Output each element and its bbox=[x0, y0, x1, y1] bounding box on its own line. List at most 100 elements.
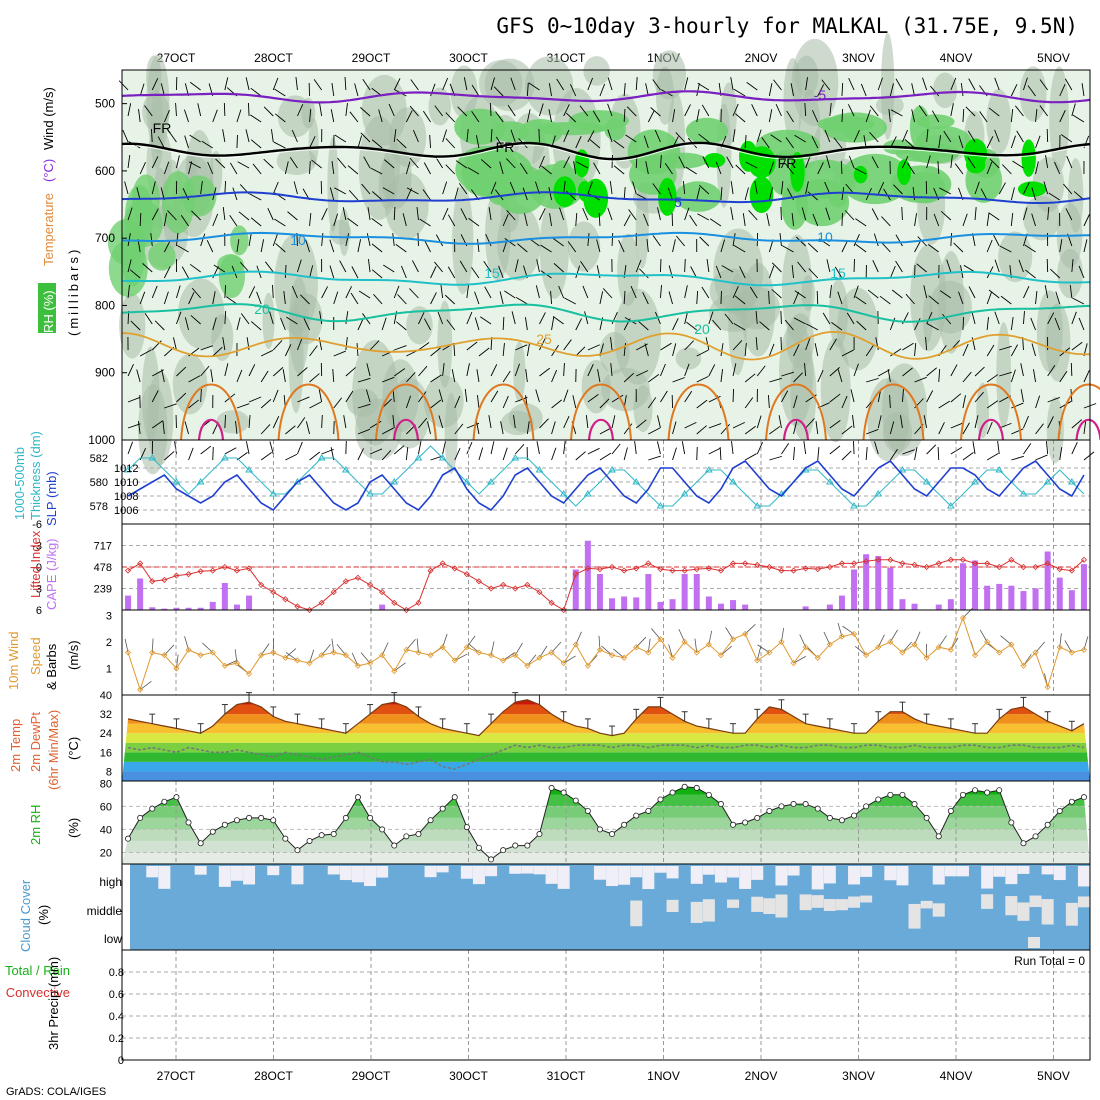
wind-barb bbox=[272, 77, 279, 91]
temp-contour-30 bbox=[765, 383, 827, 441]
wind-barb bbox=[889, 83, 894, 97]
wind-barb bbox=[139, 349, 152, 357]
thickness-marker bbox=[269, 490, 278, 497]
wind-barb bbox=[660, 285, 662, 299]
cape-bar bbox=[947, 599, 954, 610]
wind-barb bbox=[151, 78, 159, 91]
wind-barb bbox=[744, 135, 747, 149]
wind-barb bbox=[454, 447, 461, 461]
rh-marker bbox=[125, 835, 132, 842]
wind-barb bbox=[466, 363, 470, 377]
wind-barb bbox=[575, 318, 583, 331]
rh-shade bbox=[880, 32, 895, 140]
wind-barb bbox=[744, 397, 754, 409]
wind-speed-marker bbox=[500, 657, 507, 664]
wind-barb bbox=[337, 157, 347, 169]
wind-barb bbox=[867, 289, 879, 299]
wind-barb bbox=[652, 79, 661, 91]
wind-barb bbox=[248, 286, 256, 299]
cloud-high-gap bbox=[714, 866, 727, 883]
rh-band bbox=[122, 840, 1090, 853]
wind-barb bbox=[1030, 317, 1036, 331]
wind-barb bbox=[309, 373, 320, 383]
wind-barb bbox=[423, 110, 431, 123]
wind-barb bbox=[224, 363, 229, 377]
lifted-index-marker bbox=[439, 560, 446, 567]
wind-barb bbox=[974, 207, 977, 221]
wind-barb bbox=[831, 321, 843, 331]
wind-barb-10m bbox=[757, 644, 770, 653]
wind-barb bbox=[1011, 455, 1024, 461]
rh-shade bbox=[932, 72, 958, 109]
wind-barb bbox=[460, 208, 468, 221]
wind-speed-marker bbox=[645, 649, 652, 656]
wind-speed-marker bbox=[729, 636, 737, 643]
wind-barb bbox=[999, 245, 1012, 253]
wind-barb bbox=[744, 373, 756, 383]
wind-barb bbox=[139, 291, 146, 305]
wind-barb bbox=[599, 452, 612, 461]
wind-barb bbox=[409, 288, 419, 299]
wind-barb bbox=[528, 82, 540, 91]
cape-bar bbox=[1032, 588, 1039, 610]
dewpoint-line bbox=[127, 744, 1085, 770]
wind-barb bbox=[676, 235, 685, 247]
thickness-marker bbox=[487, 478, 495, 485]
wind-barb bbox=[696, 349, 709, 357]
wind-barb bbox=[1045, 155, 1049, 169]
rh-shade bbox=[617, 233, 640, 307]
wind-barb bbox=[453, 343, 456, 357]
date-label-bottom: 29OCT bbox=[352, 1069, 391, 1083]
wind-barb bbox=[889, 421, 895, 435]
cloud-high-gap bbox=[860, 866, 873, 877]
wind-barb bbox=[224, 180, 227, 195]
cloud-high-gap bbox=[848, 866, 861, 885]
wind-barb bbox=[150, 233, 153, 247]
cloud-high-gap bbox=[775, 866, 788, 886]
wind-speed-marker bbox=[548, 649, 555, 656]
rh-marker bbox=[984, 789, 991, 796]
wind-barb bbox=[1047, 207, 1050, 221]
wind-barb bbox=[1027, 85, 1036, 97]
wind-barb-10m bbox=[651, 628, 661, 640]
wind-barb bbox=[853, 285, 859, 299]
wind-barb bbox=[250, 114, 262, 123]
temp-contour-35 bbox=[197, 418, 225, 441]
wind-barb bbox=[623, 290, 626, 305]
cloud-mid-gap bbox=[630, 900, 643, 927]
wind-barb bbox=[269, 311, 274, 325]
lifted-index-marker bbox=[209, 567, 216, 574]
thickness-marker bbox=[148, 454, 157, 461]
wind-barb bbox=[902, 367, 913, 377]
wind-barb bbox=[507, 104, 516, 117]
wind-barb bbox=[345, 233, 350, 247]
wind-barb bbox=[139, 212, 142, 227]
pressure-ylabel: (millibars) bbox=[66, 247, 81, 336]
wind-barb bbox=[754, 181, 758, 195]
cape-bar bbox=[996, 583, 1003, 610]
cape-bar bbox=[681, 574, 688, 610]
wind-barb bbox=[942, 313, 952, 325]
wind-barb bbox=[163, 291, 169, 305]
lifted-index-marker bbox=[875, 556, 882, 563]
wind-barb-10m bbox=[979, 629, 988, 643]
wind-barb bbox=[793, 291, 800, 305]
rh-shade bbox=[119, 293, 146, 359]
wind-barb bbox=[1043, 181, 1049, 195]
wind-barb bbox=[793, 421, 798, 435]
wind-barb bbox=[161, 369, 165, 383]
wind-barb bbox=[730, 207, 734, 221]
wind-barb bbox=[267, 207, 274, 221]
wind-barb-10m bbox=[454, 653, 468, 661]
precip-legend-convective: Convective bbox=[6, 985, 70, 1000]
wind-barb bbox=[551, 317, 555, 331]
wind-barb bbox=[853, 363, 859, 377]
wind-barb-10m bbox=[360, 652, 371, 664]
wind-speed-marker bbox=[814, 654, 821, 661]
lifted-index-marker bbox=[657, 566, 664, 573]
wind-barb bbox=[644, 343, 649, 357]
wind-barb bbox=[393, 206, 396, 221]
rh-bright-shade bbox=[749, 176, 774, 213]
wind-barb bbox=[272, 416, 280, 429]
